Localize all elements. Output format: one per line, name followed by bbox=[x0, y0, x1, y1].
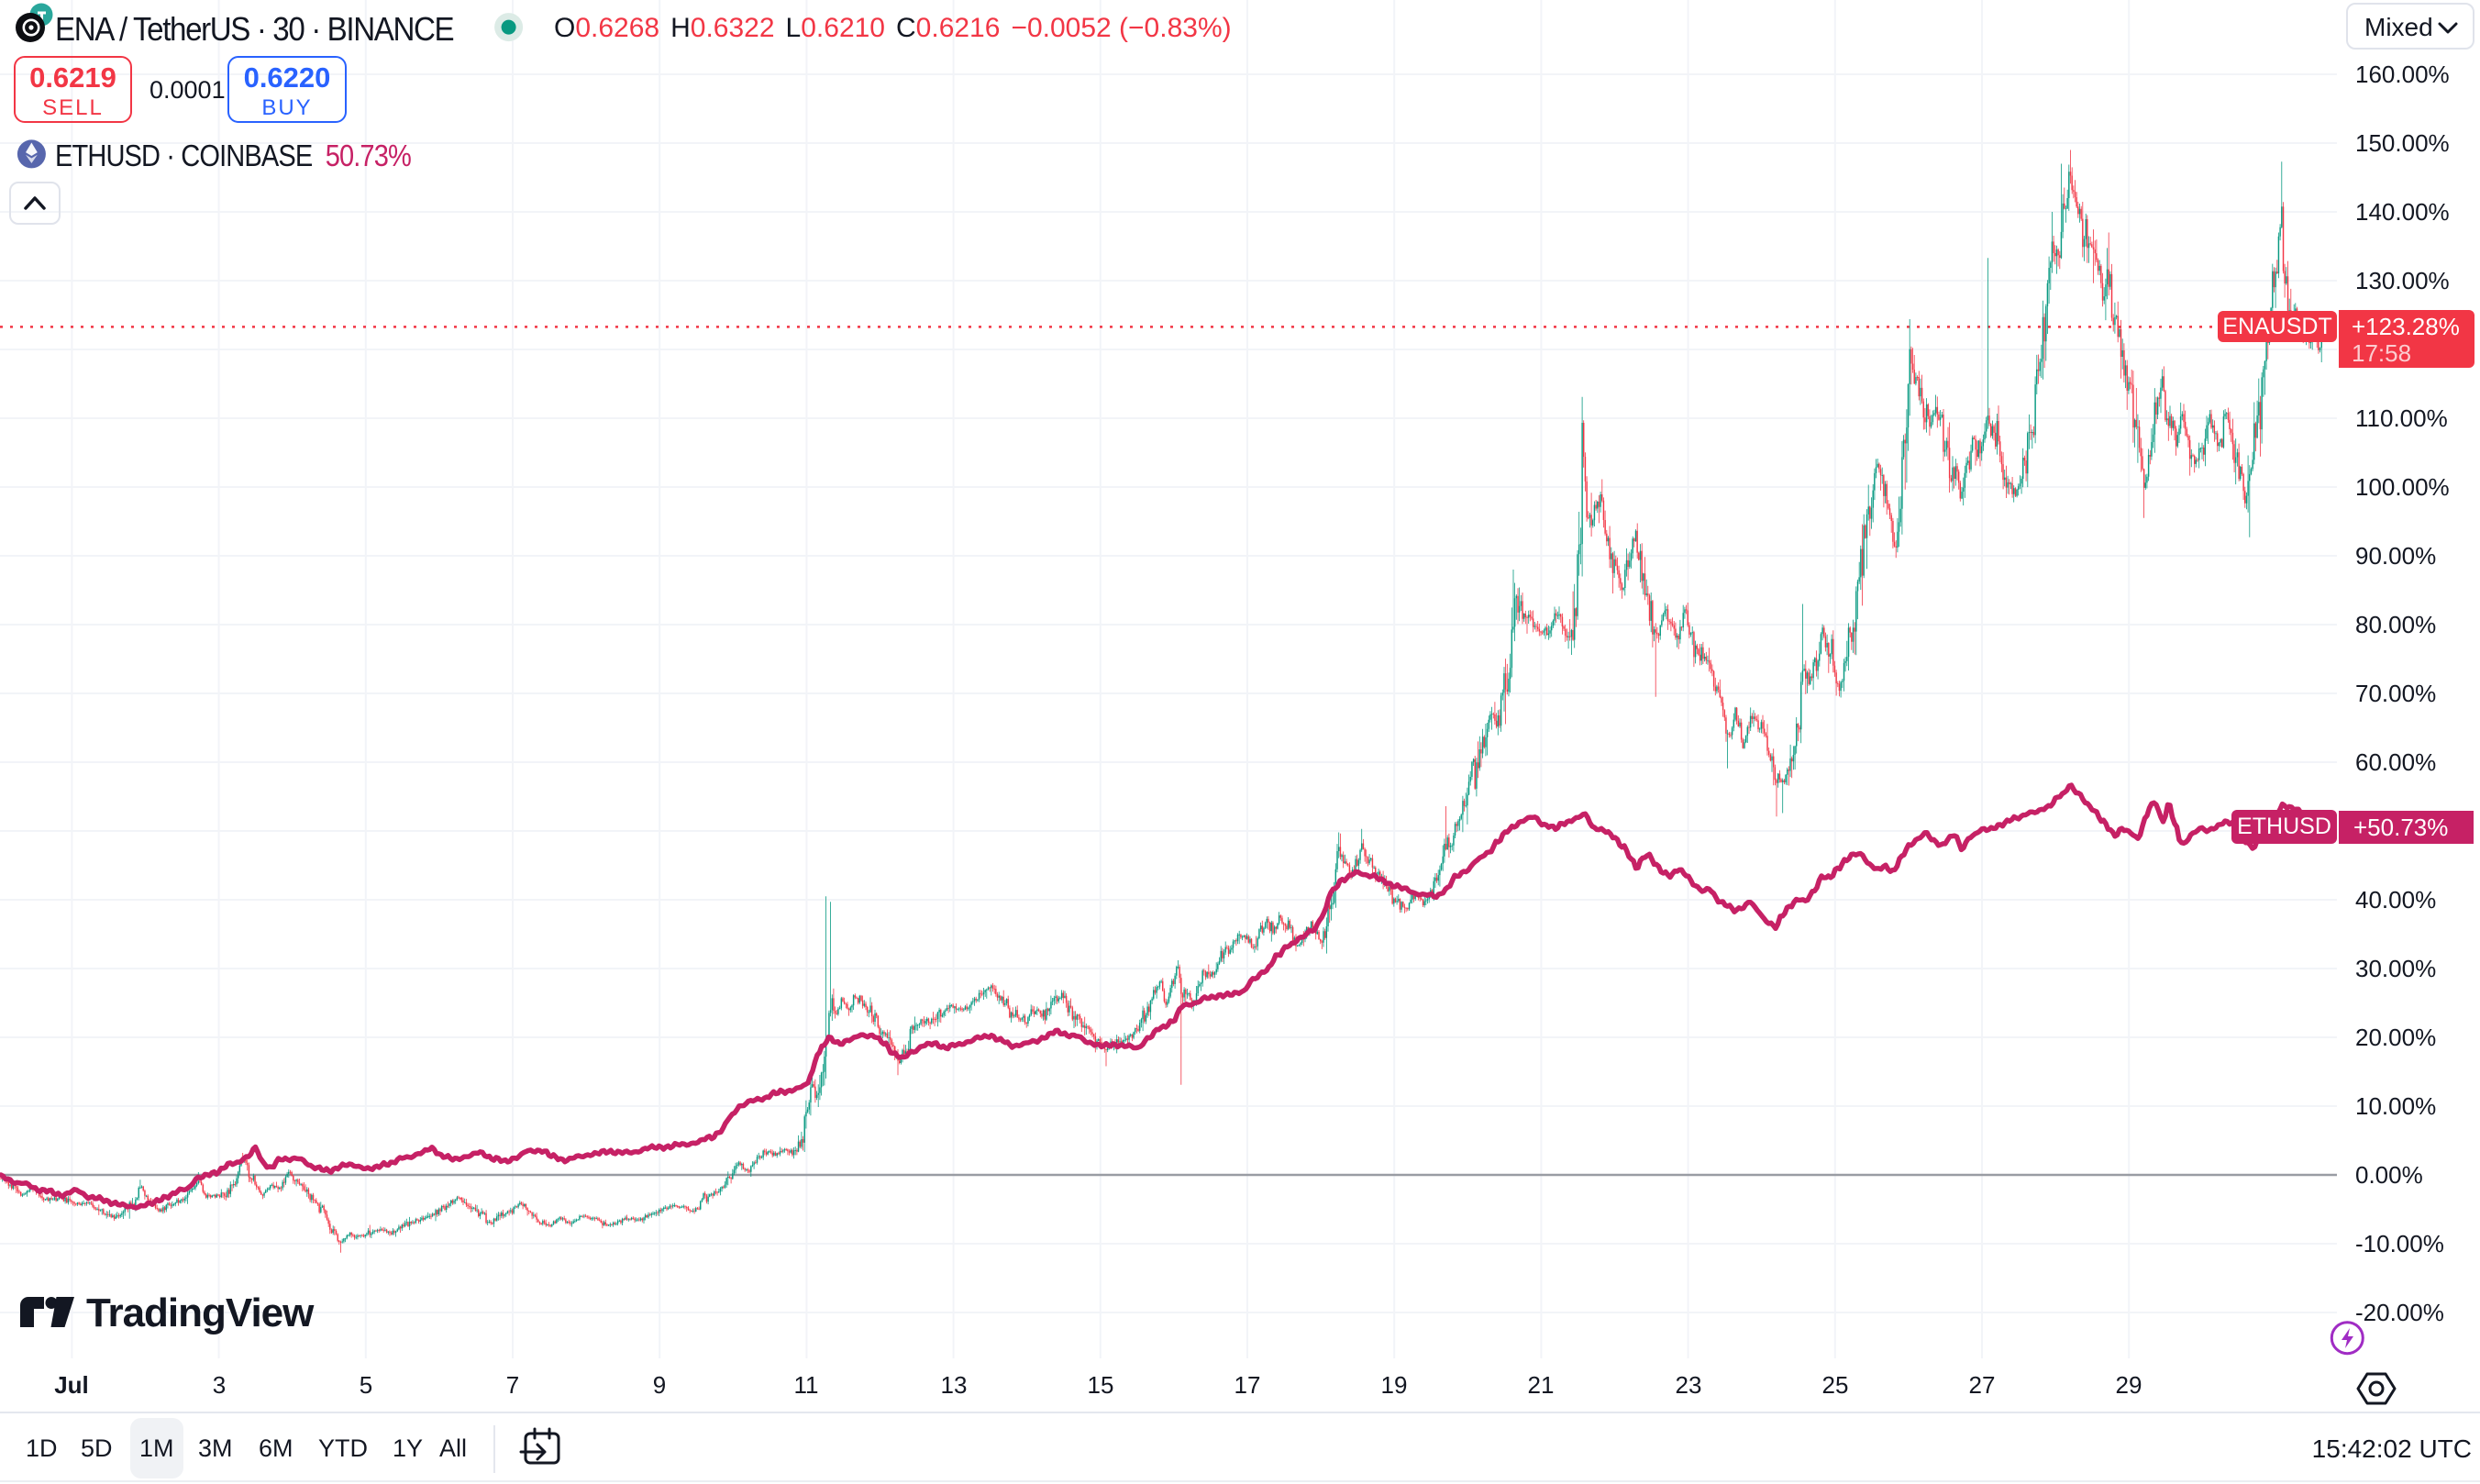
svg-text:TradingView: TradingView bbox=[86, 1297, 315, 1335]
